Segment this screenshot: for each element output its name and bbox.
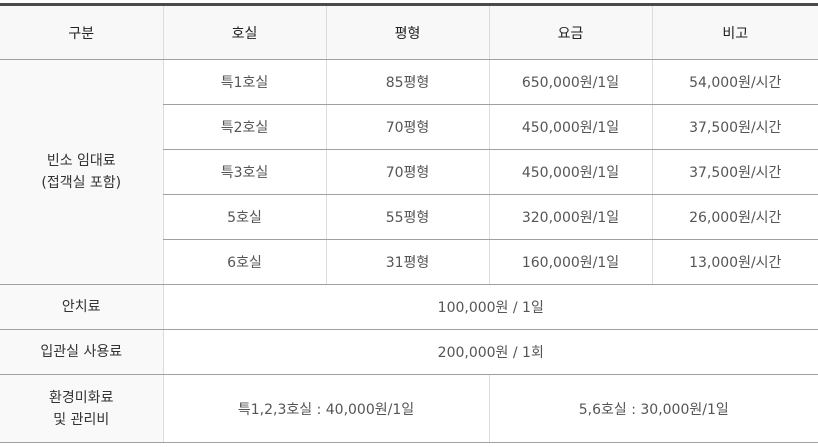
note-cell: 54,000원/시간	[651, 59, 818, 105]
table-row: 안치료 100,000원 / 1일	[0, 284, 818, 330]
table-row: 빈소 임대료 (접객실 포함) 특1호실 85평형 650,000원/1일 54,…	[0, 59, 818, 285]
maintenance-label-line1: 환경미화료	[49, 389, 114, 406]
maintenance-value-a: 특1,2,3호실 : 40,000원/1일	[162, 374, 489, 443]
room-cell: 특2호실	[162, 104, 326, 150]
enshrinement-label: 안치료	[0, 284, 163, 330]
enshrinement-value: 100,000원 / 1일	[162, 284, 818, 330]
maintenance-label-line2: 및 관리비	[53, 411, 110, 428]
header-row: 구분 호실 평형 요금 비고	[0, 4, 818, 60]
header-note: 비고	[651, 4, 818, 60]
size-cell: 85평형	[325, 59, 489, 105]
note-cell: 37,500원/시간	[651, 149, 818, 195]
size-cell: 55평형	[325, 194, 489, 240]
fee-cell: 160,000원/1일	[488, 239, 652, 285]
fee-table: 구분 호실 평형 요금 비고 빈소 임대료 (접객실 포함) 특1호실 85평형 …	[0, 3, 818, 443]
coffin-room-label: 입관실 사용료	[0, 329, 163, 375]
coffin-room-value: 200,000원 / 1회	[162, 329, 818, 375]
fee-cell: 450,000원/1일	[488, 149, 652, 195]
header-category: 구분	[0, 4, 163, 60]
category-label: 빈소 임대료	[46, 153, 116, 169]
note-cell: 13,000원/시간	[651, 239, 818, 285]
room-cell: 6호실	[162, 239, 326, 285]
table-row: 6호실 31평형 160,000원/1일 13,000원/시간	[0, 239, 818, 285]
fee-cell: 320,000원/1일	[488, 194, 652, 240]
size-cell: 70평형	[325, 149, 489, 195]
header-fee: 요금	[488, 4, 652, 60]
category-sublabel: (접객실 포함)	[41, 175, 122, 191]
table-row: 입관실 사용료 200,000원 / 1회	[0, 329, 818, 375]
fee-cell: 450,000원/1일	[488, 104, 652, 150]
note-cell: 37,500원/시간	[651, 104, 818, 150]
table-row: 특2호실 70평형 450,000원/1일 37,500원/시간	[0, 104, 818, 150]
table-row: 5호실 55평형 320,000원/1일 26,000원/시간	[0, 194, 818, 240]
header-room: 호실	[162, 4, 326, 60]
size-cell: 31평형	[325, 239, 489, 285]
fee-cell: 650,000원/1일	[488, 59, 652, 105]
room-cell: 특3호실	[162, 149, 326, 195]
size-cell: 70평형	[325, 104, 489, 150]
table-row: 특3호실 70평형 450,000원/1일 37,500원/시간	[0, 149, 818, 195]
room-cell: 특1호실	[162, 59, 326, 105]
note-cell: 26,000원/시간	[651, 194, 818, 240]
header-size: 평형	[325, 4, 489, 60]
room-cell: 5호실	[162, 194, 326, 240]
rental-category: 빈소 임대료 (접객실 포함)	[0, 59, 163, 285]
maintenance-value-b: 5,6호실 : 30,000원/1일	[488, 374, 818, 443]
